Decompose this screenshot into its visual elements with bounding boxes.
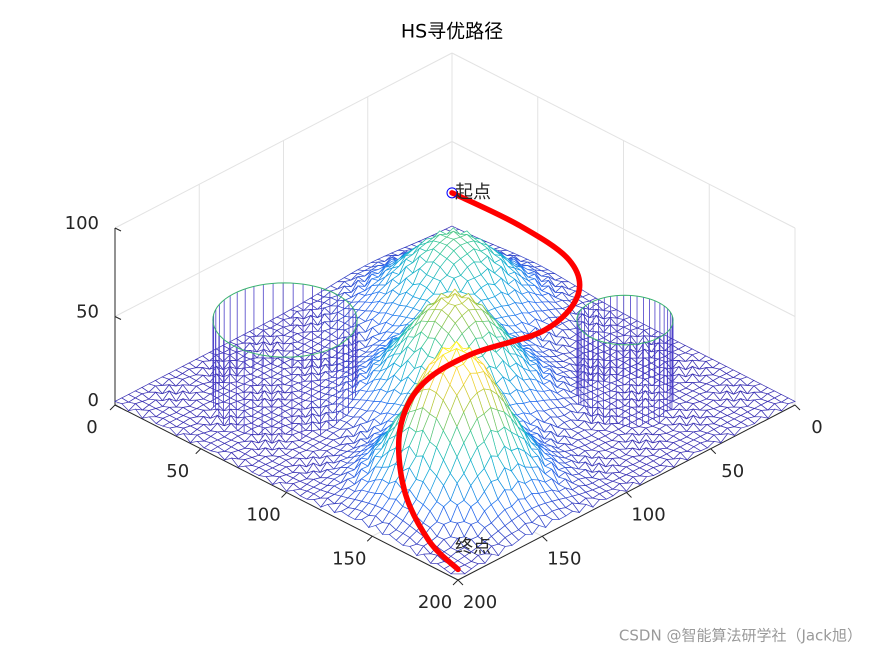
z-tick-label: 100 bbox=[65, 213, 99, 234]
cylinder-top bbox=[576, 294, 674, 346]
x-tick-label: 150 bbox=[332, 548, 366, 569]
start-marker bbox=[446, 187, 458, 199]
y-tick-label: 0 bbox=[811, 417, 822, 438]
y-tick-label: 200 bbox=[463, 592, 497, 613]
start-label: 起点 bbox=[455, 182, 491, 203]
y-tick bbox=[794, 404, 801, 411]
end-label: 终点 bbox=[455, 536, 491, 557]
z-tick bbox=[114, 316, 122, 320]
x-tick bbox=[109, 404, 116, 411]
mesh bbox=[114, 225, 796, 575]
y-tick bbox=[457, 579, 464, 586]
watermark: CSDN @智能算法研学社（Jack旭） bbox=[619, 627, 862, 645]
scene bbox=[114, 225, 796, 575]
optimal-path bbox=[395, 190, 583, 573]
grid-line bbox=[451, 141, 796, 317]
x-tick bbox=[452, 579, 459, 586]
x-tick bbox=[281, 492, 287, 498]
x-tick-label: 0 bbox=[86, 417, 97, 438]
y-tick-label: 50 bbox=[721, 461, 744, 482]
grid-line bbox=[114, 52, 453, 229]
y-tick-label: 100 bbox=[631, 505, 665, 526]
x-tick bbox=[366, 535, 373, 542]
chart-title: HS寻优路径 bbox=[401, 21, 503, 43]
x-tick-label: 200 bbox=[418, 592, 452, 613]
y-tick bbox=[626, 492, 632, 498]
y-tick bbox=[541, 535, 548, 542]
grid-line bbox=[114, 141, 453, 317]
x-tick-label: 50 bbox=[166, 461, 189, 482]
x-tick-label: 100 bbox=[246, 505, 280, 526]
z-tick bbox=[114, 404, 122, 409]
z-tick-label: 0 bbox=[88, 390, 99, 411]
z-tick-label: 50 bbox=[76, 302, 99, 323]
z-tick bbox=[114, 227, 122, 232]
y-tick bbox=[710, 448, 717, 455]
x-tick bbox=[195, 448, 202, 455]
y-tick-label: 150 bbox=[547, 548, 581, 569]
cylinder-top bbox=[212, 282, 358, 358]
grid-line bbox=[451, 52, 796, 229]
